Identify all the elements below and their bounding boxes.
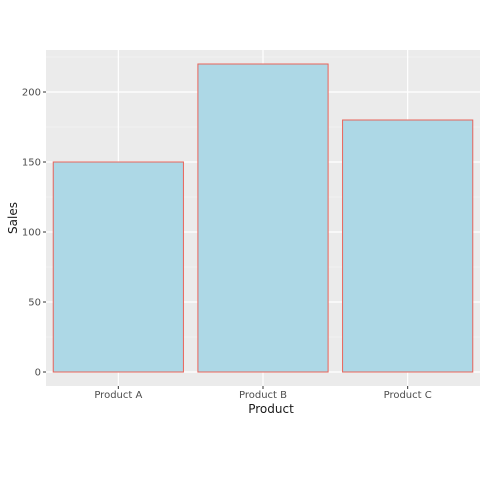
x-tick-label: Product A [94,390,142,401]
x-tick-label: Product B [239,390,287,401]
x-tick-label: Product C [384,390,432,401]
x-axis-title: Product [248,402,294,416]
bar [342,119,474,373]
bars-group [52,63,474,373]
y-tick-label: 0 [35,368,41,379]
y-axis-title: Sales [6,202,20,234]
bar [197,63,329,373]
y-tick-label: 150 [22,158,41,169]
y-axis: 0 50 100 150 200 [22,88,46,379]
y-tick-label: 100 [22,228,41,239]
y-tick-label: 200 [22,88,41,99]
bar [52,161,184,373]
x-axis: Product A Product B Product C [94,386,432,401]
y-tick-label: 50 [28,298,41,309]
